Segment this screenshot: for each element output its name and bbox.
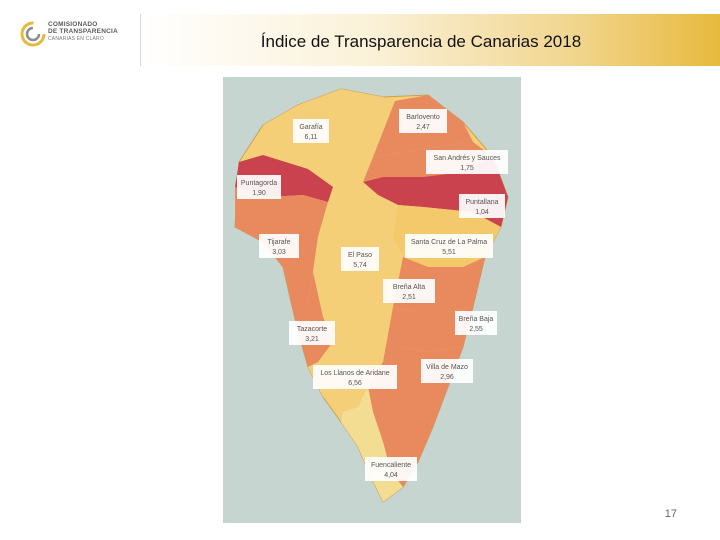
logo: COMISIONADO DE TRANSPARENCIA CANARIAS EN… [0, 14, 140, 64]
municipality-value: 4,04 [384, 472, 398, 479]
map-label: Los Llanos de Aridane 6,56 [313, 365, 397, 389]
page-title: Índice de Transparencia de Canarias 2018 [260, 32, 582, 51]
municipality-name: Barlovento [406, 114, 440, 121]
map-label: Villa de Mazo 2,96 [421, 359, 473, 383]
municipality-value: 2,47 [416, 124, 430, 131]
municipality-value: 2,96 [440, 374, 454, 381]
map-label-box [365, 457, 417, 481]
logo-line-1: COMISIONADO [48, 21, 98, 28]
map-label-box [421, 359, 473, 383]
map-label: Tijarafe 3,03 [259, 234, 299, 258]
map-label-box [289, 321, 335, 345]
municipality-value: 1,75 [460, 165, 474, 172]
map-label: El Paso 5,74 [341, 247, 379, 271]
municipality-name: Fuencaliente [371, 462, 411, 469]
title-band: Índice de Transparencia de Canarias 2018 [140, 14, 720, 66]
municipality-value: 3,21 [305, 336, 319, 343]
map-label-box [383, 279, 435, 303]
map-label-box [341, 247, 379, 271]
map-label: Tazacorte 3,21 [289, 321, 335, 345]
map-label-box [293, 119, 329, 143]
municipality-value: 5,51 [442, 249, 456, 256]
municipality-value: 2,51 [402, 294, 416, 301]
page-number: 17 [664, 508, 677, 520]
map-label-box [313, 365, 397, 389]
map-label-box [455, 311, 497, 335]
logo-line-2: DE TRANSPARENCIA [48, 27, 118, 35]
island-map: Garafía 6,11 Barlovento 2,47 San Andrés y Sa… [234, 88, 509, 503]
municipality-name: San Andrés y Sauces [434, 155, 501, 162]
logo-text: COMISIONADO DE TRANSPARENCIA CANARIAS EN… [48, 21, 118, 42]
map-label: Breña Baja 2,55 [455, 311, 497, 335]
map-label: Puntagorda 1,90 [237, 175, 281, 199]
map-label-box [459, 194, 505, 218]
map-label-box [405, 234, 493, 258]
municipality-value: 3,03 [272, 249, 286, 256]
map-label: Barlovento 2,47 [399, 109, 447, 133]
municipality-value: 6,56 [348, 380, 362, 387]
logo-line-3: CANARIAS EN CLARO [48, 35, 104, 42]
map-label: Fuencaliente 4,04 [365, 457, 417, 481]
map-label-box [426, 150, 508, 174]
map-label-box [237, 175, 281, 199]
municipality-name: Puntallana [465, 199, 498, 206]
municipality-name: Tijarafe [267, 239, 290, 246]
map-label: Breña Alta 2,51 [383, 279, 435, 303]
municipality-name: El Paso [348, 252, 372, 259]
map-label: Garafía 6,11 [293, 119, 329, 143]
municipality-name: Breña Baja [459, 316, 494, 323]
municipality-name: Garafía [299, 124, 322, 131]
map-label: San Andrés y Sauces 1,75 [426, 150, 508, 174]
municipality-name: Breña Alta [393, 284, 425, 291]
municipality-value: 6,11 [304, 134, 317, 141]
municipality-name: Puntagorda [241, 180, 277, 187]
municipality-name: Los Llanos de Aridane [320, 370, 389, 377]
map-label: Santa Cruz de La Palma 5,51 [405, 234, 493, 258]
label-layer: Garafía 6,11 Barlovento 2,47 San Andrés y Sa… [237, 109, 508, 481]
municipality-name: Villa de Mazo [426, 364, 468, 371]
region-brena-baja [383, 307, 473, 362]
map-panel: Garafía 6,11 Barlovento 2,47 San Andrés y Sa… [223, 77, 521, 523]
municipality-value: 5,74 [353, 262, 367, 269]
municipality-name: Santa Cruz de La Palma [411, 239, 487, 246]
map-label-box [399, 109, 447, 133]
municipality-value: 2,55 [469, 326, 483, 333]
municipality-value: 1,90 [252, 190, 266, 197]
map-label: Puntallana 1,04 [459, 194, 505, 218]
municipality-name: Tazacorte [297, 326, 327, 333]
municipality-value: 1,04 [475, 209, 489, 216]
map-label-box [259, 234, 299, 258]
logo-icon [20, 21, 46, 47]
